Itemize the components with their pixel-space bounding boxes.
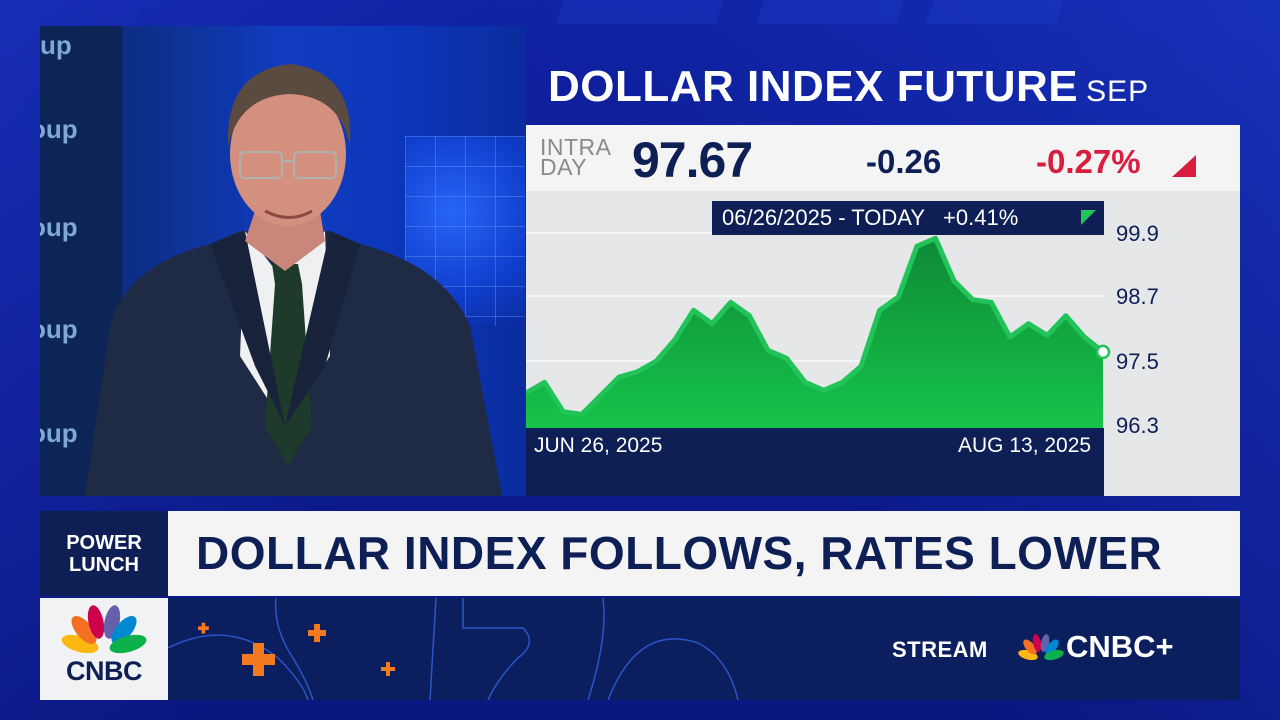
intraday-label: INTRA DAY [540, 134, 612, 180]
wall-text: oup [40, 212, 78, 242]
wall-text: oup [40, 114, 78, 144]
y-tick: 99.9 [1116, 221, 1159, 246]
show-name-line1: POWER [66, 531, 142, 554]
intraday-label-line1: INTRA [540, 134, 612, 160]
background-tile [555, 0, 725, 24]
network-name: CNBC [66, 656, 143, 686]
wall-text: oup [40, 314, 78, 344]
y-tick: 96.3 [1116, 413, 1159, 438]
range-label-box: 06/26/2025 - TODAY +0.41% [712, 201, 1104, 235]
peacock-icon [61, 605, 147, 654]
range-change: +0.41% [943, 205, 1019, 230]
date-axis-bar [526, 428, 1104, 496]
y-tick: 98.7 [1116, 284, 1159, 309]
network-logo: CNBC [40, 598, 168, 700]
x-start-date: JUN 26, 2025 [534, 434, 663, 457]
last-price: 97.67 [632, 132, 753, 188]
price-chart: 06/26/2025 - TODAY +0.41% 99.9 98.7 97.5 … [526, 191, 1240, 496]
anchor-video-feed: up oup oup oup oup [40, 26, 526, 496]
background-tile [755, 0, 905, 24]
net-change: -0.26 [866, 143, 942, 180]
title-text: DOLLAR INDEX FUTURE [548, 62, 1079, 111]
range-dates: 06/26/2025 - TODAY [722, 205, 926, 230]
promo-bar: STREAM CNBC+ [168, 598, 1240, 700]
x-end-date: AUG 13, 2025 [958, 434, 1092, 457]
y-tick: 97.5 [1116, 349, 1159, 374]
anchor-person [85, 64, 502, 496]
intraday-label-line2: DAY [540, 154, 588, 180]
contract-month: SEP [1086, 75, 1150, 108]
quote-bar: INTRA DAY 97.67 -0.26 -0.27% [526, 125, 1240, 191]
show-name-line2: LUNCH [69, 553, 139, 576]
decorative-lines [168, 598, 739, 700]
wall-text: up [40, 30, 72, 60]
stream-label: STREAM [892, 637, 988, 662]
background-tile [925, 0, 1065, 24]
triangle-down-icon [1172, 155, 1196, 177]
plus-decorations [198, 622, 395, 676]
peacock-small-icon [1018, 634, 1064, 661]
triangle-up-icon [1081, 210, 1096, 225]
headline-banner: DOLLAR INDEX FOLLOWS, RATES LOWER [168, 511, 1240, 596]
show-name-badge: POWER LUNCH [40, 511, 168, 596]
wall-text: oup [40, 418, 78, 448]
graphic-title: DOLLAR INDEX FUTURE SEP [548, 62, 1149, 112]
percent-change: -0.27% [1036, 143, 1141, 180]
stream-brand: CNBC+ [1066, 629, 1174, 664]
